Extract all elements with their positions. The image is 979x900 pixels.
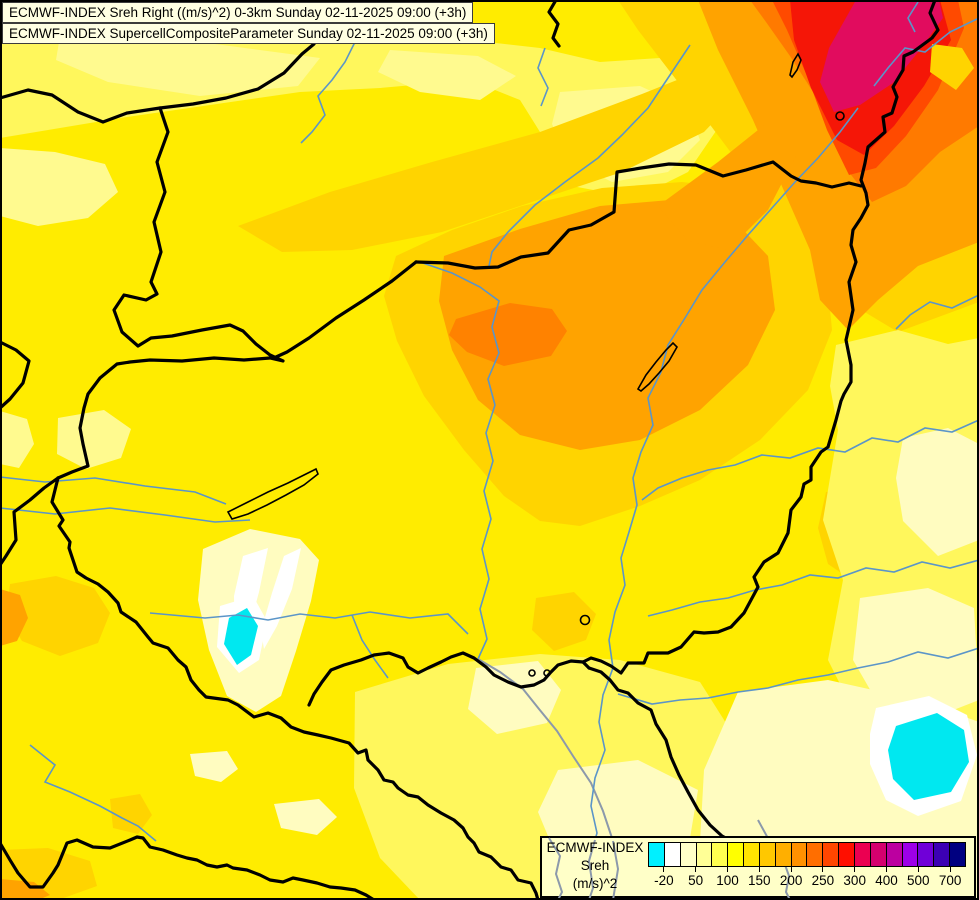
- legend-colorbar: [648, 842, 966, 867]
- legend-tick: [758, 867, 760, 872]
- legend-color-cell: [728, 843, 745, 866]
- legend-color-cell: [696, 843, 713, 866]
- legend-tick-label: -20: [654, 873, 674, 888]
- map-title-line1: ECMWF-INDEX Sreh Right ((m/s)^2) 0-3km S…: [2, 2, 474, 23]
- legend-color-cell: [934, 843, 951, 866]
- legend-tick: [663, 867, 665, 872]
- legend-title-parameter: Sreh: [580, 858, 610, 873]
- border-east: [581, 0, 940, 675]
- legend-tick-label: 250: [811, 873, 835, 888]
- legend-tick-label: 500: [907, 873, 930, 888]
- lake-tisza: [636, 341, 678, 393]
- legend-color-cell: [918, 843, 935, 866]
- legend-tick: [917, 867, 919, 872]
- map-title-line2: ECMWF-INDEX SupercellCompositeParameter …: [2, 23, 495, 44]
- legend-tick-label: 700: [938, 873, 962, 888]
- legend-title-units: (m/s)^2: [572, 876, 618, 891]
- river-danube: [419, 261, 500, 660]
- legend-color-cell: [664, 843, 681, 866]
- legend-color-cell: [649, 843, 665, 866]
- legend-tick: [854, 867, 856, 872]
- legend-color-cell: [950, 843, 965, 866]
- country-borders: [0, 0, 940, 900]
- legend-color-cell: [712, 843, 729, 866]
- legend-title-model: ECMWF-INDEX: [546, 840, 644, 855]
- legend-tick-label: 50: [688, 873, 704, 888]
- legend-color-cell: [902, 843, 919, 866]
- legend-color-cell: [870, 843, 887, 866]
- legend-title-block: ECMWF-INDEX Sreh (m/s)^2: [545, 839, 645, 893]
- legend-tick-label: 100: [716, 873, 739, 888]
- legend-tick-label: 400: [875, 873, 898, 888]
- border-south: [307, 651, 585, 707]
- legend-tick: [727, 867, 728, 872]
- legend-tick-label: 300: [843, 873, 866, 888]
- legend-color-cell: [807, 843, 824, 866]
- legend-tick-label: 150: [748, 873, 771, 888]
- legend-color-cell: [775, 843, 792, 866]
- lakes: [226, 52, 845, 677]
- legend-tick: [695, 867, 697, 872]
- legend-color-cell: [839, 843, 855, 866]
- color-legend: ECMWF-INDEX Sreh (m/s)^2 -20 50 100 150 200 2…: [541, 837, 975, 897]
- legend-tick: [949, 867, 951, 872]
- legend-color-cell: [886, 843, 903, 866]
- legend-tick-label: 200: [779, 873, 803, 888]
- lake-balaton: [226, 467, 319, 520]
- legend-tick: [790, 867, 792, 872]
- legend-color-cell: [744, 843, 760, 866]
- border-hungary-north: [414, 160, 863, 270]
- legend-color-cell: [854, 843, 871, 866]
- legend-color-cell: [680, 843, 697, 866]
- legend-tick: [822, 867, 824, 872]
- legend-color-cell: [791, 843, 808, 866]
- river-tisza: [588, 107, 859, 900]
- legend-color-cell: [823, 843, 840, 866]
- legend-color-cell: [759, 843, 776, 866]
- legend-tick: [886, 867, 887, 872]
